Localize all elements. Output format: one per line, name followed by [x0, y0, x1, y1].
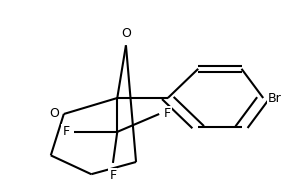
Text: F: F [63, 125, 70, 138]
Text: O: O [50, 107, 60, 121]
Text: O: O [121, 27, 131, 40]
Text: Br: Br [268, 92, 281, 104]
Text: F: F [163, 107, 171, 121]
Text: F: F [109, 169, 116, 181]
